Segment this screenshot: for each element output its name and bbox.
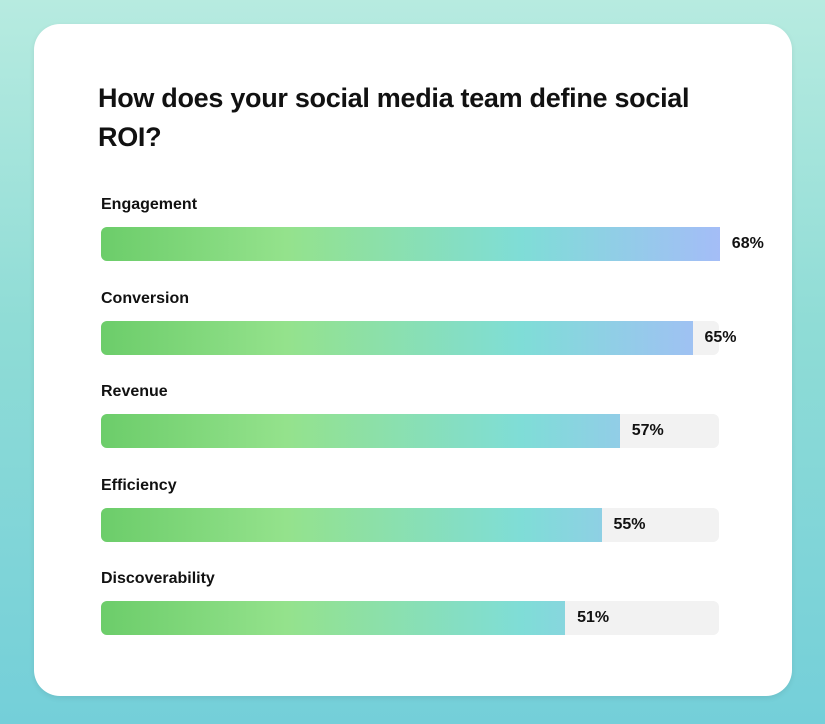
chart-card: How does your social media team define s… [34, 24, 792, 696]
bar-row-revenue: Revenue 57% [101, 382, 719, 452]
bar-label-discoverability: Discoverability [101, 570, 215, 587]
bar-label-engagement: Engagement [101, 196, 198, 213]
bar-label-efficiency: Efficiency [101, 476, 177, 494]
bar-row-conversion: Conversion 65% [101, 289, 737, 359]
bar-track-engagement: 68% [101, 227, 764, 261]
bar-label-conversion: Conversion [101, 289, 190, 307]
bar-value-conversion: 65% [704, 328, 737, 346]
bar-fill-conversion [101, 320, 693, 355]
bar-track-conversion: 65% [101, 320, 737, 355]
chart-title: How does your social media team define s… [98, 83, 690, 152]
bar-label-revenue: Revenue [101, 383, 168, 400]
bar-fill-engagement [101, 227, 720, 261]
bar-value-efficiency: 55% [613, 515, 646, 533]
bar-fill-discoverability [101, 601, 566, 635]
bar-fill-revenue [101, 414, 620, 448]
bar-row-discoverability: Discoverability 51% [101, 569, 719, 639]
bar-value-engagement: 68% [731, 235, 764, 252]
bar-value-discoverability: 51% [577, 609, 610, 626]
bar-chart: Engagement 68% Conversion 65% Revenue 57% Effi… [34, 24, 792, 696]
bar-track-efficiency: 55% [101, 507, 719, 542]
bar-track-revenue: 57% [101, 414, 719, 448]
bar-row-engagement: Engagement 68% [101, 195, 764, 265]
bar-fill-efficiency [101, 507, 602, 542]
bar-row-efficiency: Efficiency 55% [101, 476, 719, 546]
bar-value-revenue: 57% [631, 422, 664, 439]
bar-track-discoverability: 51% [101, 601, 719, 635]
